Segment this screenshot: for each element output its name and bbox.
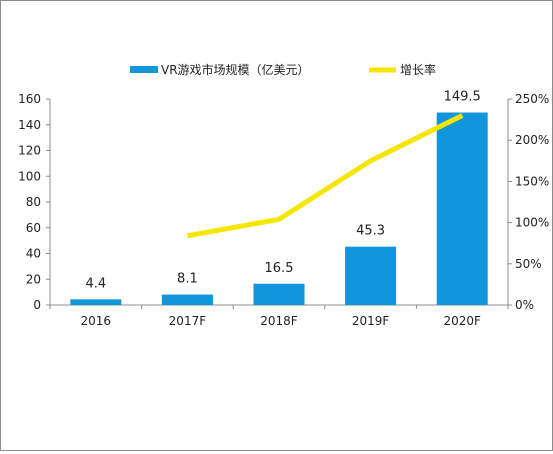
- x-tick-label: 2016: [81, 314, 112, 328]
- left-tick-label: 60: [26, 221, 41, 235]
- bar-value-label: 8.1: [177, 272, 198, 287]
- left-tick-label: 80: [26, 195, 41, 209]
- data-labels: 4.4 8.1 16.5 45.3 149.5: [85, 90, 480, 292]
- bar: [345, 246, 397, 305]
- legend-bar-label: VR游戏市场规模（亿美元）: [161, 62, 310, 77]
- growth-rate-line: [186, 113, 464, 239]
- bar: [253, 283, 305, 305]
- bar-value-label: 149.5: [444, 90, 481, 105]
- right-tick-label: 0%: [515, 298, 534, 312]
- bar: [70, 299, 122, 305]
- x-tick-label: 2019F: [352, 314, 390, 328]
- left-tick-label: 100: [18, 169, 41, 183]
- bar: [436, 112, 488, 305]
- right-tick-label: 50%: [515, 257, 542, 271]
- legend-line-label: 增长率: [400, 62, 436, 77]
- left-tick-label: 0: [33, 298, 41, 312]
- x-tick-label: 2020F: [443, 314, 481, 328]
- x-tick-label: 2017F: [169, 314, 207, 328]
- legend-bar-swatch: [130, 66, 158, 73]
- left-tick-label: 140: [18, 118, 41, 132]
- line-series: [186, 113, 464, 239]
- bar-series: [70, 112, 488, 305]
- x-axis: 2016 2017F 2018F 2019F 2020F: [49, 304, 509, 328]
- right-tick-label: 250%: [515, 92, 549, 106]
- right-axis: 0% 50% 100% 150% 200% 250%: [507, 92, 549, 312]
- legend: VR游戏市场规模（亿美元） 增长率: [130, 62, 436, 77]
- bar-value-label: 16.5: [265, 261, 294, 276]
- left-tick-label: 120: [18, 144, 41, 158]
- left-axis: 0 20 40 60 80 100 120 140 160: [18, 92, 51, 312]
- right-tick-label: 150%: [515, 174, 549, 188]
- bar-value-label: 45.3: [356, 224, 385, 239]
- x-tick-label: 2018F: [260, 314, 298, 328]
- bar: [161, 294, 213, 305]
- left-tick-label: 40: [26, 247, 41, 261]
- bar-value-label: 4.4: [85, 276, 106, 291]
- right-tick-label: 200%: [515, 133, 549, 147]
- left-tick-label: 20: [26, 272, 41, 286]
- left-tick-label: 160: [18, 92, 41, 106]
- right-tick-label: 100%: [515, 216, 549, 230]
